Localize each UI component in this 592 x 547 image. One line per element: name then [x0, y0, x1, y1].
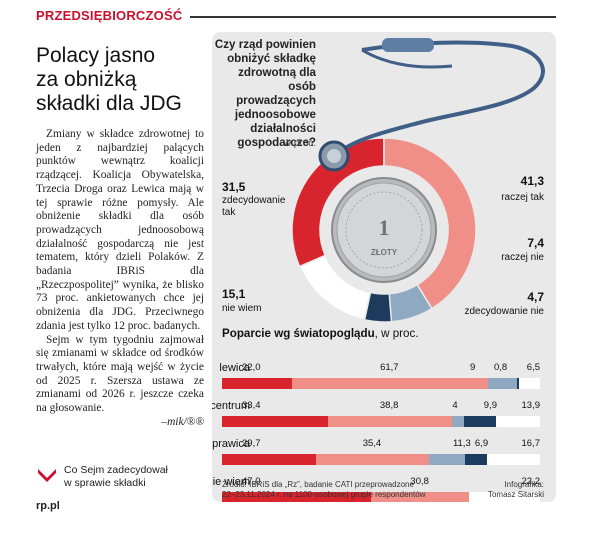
bar-value-label: 35,4: [362, 438, 382, 449]
chevron-down-icon: [36, 464, 58, 486]
slice-value-zdecydowanie-tak: 31,5: [222, 180, 246, 194]
question-line: gospodarcze?: [237, 136, 316, 149]
infographic-panel: 1 ZŁOTY Czy rząd powinien obniżyć składk…: [212, 32, 556, 502]
bar-value-label: 6,5: [526, 362, 540, 373]
question-line: działalności: [250, 122, 316, 135]
bar-value-label: 47,0: [242, 476, 261, 487]
source-line: 22–23.11.2024 r. na 1100-osobowej grupie…: [222, 490, 426, 499]
bar-chart-title: Poparcie wg światopoglądu, w proc.: [222, 327, 418, 340]
related-article-link[interactable]: Co Sejm zadecydował w sprawie składki: [36, 462, 206, 492]
source-line: Źródło: IBRiS dla „Rz”, badanie CATI prz…: [222, 480, 414, 489]
question-unit: w proc.: [283, 138, 316, 149]
bar-value-label: 33,4: [242, 400, 261, 411]
slice-value-raczej-tak: 41,3: [520, 174, 544, 188]
coin-image: 1 ZŁOTY: [331, 177, 437, 283]
bar-segment: [486, 454, 540, 465]
slice-label-zdecydowanie-tak: zdecydowanie tak: [222, 195, 285, 219]
slice-label-raczej-nie: raczej nie: [501, 252, 544, 263]
slice-nie-wiem: [298, 254, 372, 321]
bar-segment: [495, 416, 540, 427]
article-headline: Polacy jasno za obniżką składki dla JDG: [36, 44, 206, 116]
section-label: PRZEDSIĘBIORCZOŚĆ: [36, 8, 191, 23]
bar-chart-title-unit: , w proc.: [374, 327, 419, 340]
bar-value-label: 29,7: [242, 438, 261, 449]
bar-value-label: 22,0: [242, 362, 261, 373]
bar-value-label: 30,8: [410, 476, 429, 487]
slice-label-zdecydowanie-nie: zdecydowanie nie: [464, 306, 545, 317]
coin-text: ZŁOTY: [371, 248, 398, 257]
stethoscope-image: [318, 38, 545, 172]
question-line: obniżyć składkę: [227, 52, 316, 65]
question-line: Czy rząd powinien: [214, 38, 316, 51]
bar-segment: [451, 416, 465, 427]
section-rule: [186, 16, 556, 18]
bar-value-label: 38,8: [379, 400, 399, 411]
bar-value-label: 9,9: [483, 400, 498, 411]
bar-segment: [316, 454, 429, 465]
question-line: jednoosobowe: [234, 108, 316, 121]
bar-value-label: 16,7: [521, 438, 541, 449]
question-line: zdrowotną dla osób: [238, 66, 316, 93]
bar-segment: [328, 416, 452, 427]
section-header: PRZEDSIĘBIORCZOŚĆ: [36, 8, 556, 28]
bar-segment: [222, 454, 317, 465]
bar-value-label: 13,9: [521, 400, 541, 411]
bar-value-label: 61,7: [380, 362, 399, 373]
site-link[interactable]: rp.pl: [36, 500, 60, 512]
bar-segment: [222, 378, 292, 389]
question-line: prowadzących: [236, 94, 316, 107]
headline-line: Polacy jasno: [36, 44, 156, 67]
slice-label-nie-wiem: nie wiem: [222, 303, 262, 314]
bar-segment: [222, 416, 329, 427]
slice-value-raczej-nie: 7,4: [527, 236, 544, 250]
infographic-credit: Infografika: Tomasz Sitarski: [488, 480, 544, 500]
headline-line: za obniżką: [36, 68, 137, 91]
bar-row-label: prawica: [212, 438, 250, 450]
coin-digit: 1: [379, 215, 390, 240]
author-signature: –mik/®®: [161, 415, 204, 428]
slice-label-line: tak: [222, 207, 236, 218]
bar-value-label: 0,8: [494, 362, 508, 373]
source-note: Źródło: IBRiS dla „Rz”, badanie CATI prz…: [222, 480, 425, 500]
bar-row-label: centrum: [212, 400, 250, 412]
bar-chart-title-bold: Poparcie wg światopoglądu: [222, 327, 375, 340]
credit-line: Infografika:: [504, 480, 544, 489]
slice-label-raczej-tak: raczej tak: [501, 192, 544, 203]
related-article-text: Co Sejm zadecydował w sprawie składki: [64, 464, 168, 489]
bar-segment: [469, 492, 540, 502]
slice-label-line: zdecydowanie: [222, 195, 286, 206]
paragraph: Sejm w tym tygodniu zajmował się zmianam…: [36, 333, 204, 415]
stacked-bar: [222, 454, 540, 465]
bar-segment: [464, 454, 487, 465]
article-body: Zmiany w składce zdrowotnej to jeden z n…: [36, 128, 204, 429]
related-line: Co Sejm zadecydował: [64, 464, 168, 476]
headline-line: składki dla JDG: [36, 92, 182, 115]
bar-segment: [291, 378, 489, 389]
bar-segment: [516, 378, 520, 389]
stacked-bar: [222, 492, 540, 502]
bar-segment: [488, 378, 517, 389]
bar-value-label: 11,3: [452, 438, 471, 449]
bar-segment: [519, 378, 540, 389]
credit-line: Tomasz Sitarski: [487, 490, 544, 499]
bar-value-label: 9: [470, 362, 476, 373]
paragraph: Zmiany w składce zdrowotnej to jeden z n…: [36, 128, 204, 332]
bar-value-label: 22,2: [521, 476, 541, 487]
bar-segment: [371, 492, 470, 502]
slice-value-zdecydowanie-nie: 4,7: [527, 290, 544, 304]
bar-segment: [222, 492, 372, 502]
related-line: w sprawie składki: [64, 476, 146, 489]
stacked-bar: [222, 378, 540, 389]
bar-row-label: lewica: [219, 362, 250, 374]
slice-value-nie-wiem: 15,1: [222, 287, 246, 301]
question-title: Czy rząd powinien obniżyć składkę zdrowo…: [212, 38, 316, 150]
slice-raczej-tak: [383, 137, 477, 310]
stacked-bar: [222, 416, 540, 427]
donut-chart: 1 ZŁOTY: [291, 38, 545, 322]
bar-segment: [429, 454, 465, 465]
bar-row-label: nie wiem: [212, 476, 250, 488]
bar-value-label: 4: [452, 400, 458, 411]
bar-value-label: 6,9: [474, 438, 489, 449]
bar-segment: [464, 416, 496, 427]
